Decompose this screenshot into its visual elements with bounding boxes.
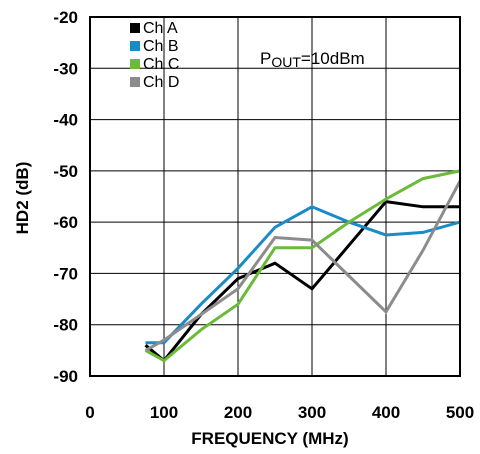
y-tick-label: -40 xyxy=(53,111,78,130)
pout-annotation-value: =10dBm xyxy=(301,49,365,68)
series-lines xyxy=(144,169,462,363)
y-axis-label: HD2 (dB) xyxy=(13,162,32,235)
pout-annotation-sub: OUT xyxy=(271,54,301,70)
x-tick-label: 400 xyxy=(372,403,400,422)
legend-label: Ch C xyxy=(143,56,179,73)
legend-label: Ch D xyxy=(143,74,179,91)
series-line-ch-c xyxy=(144,169,461,363)
x-tick-label: 500 xyxy=(446,403,474,422)
y-tick-label: -60 xyxy=(53,213,78,232)
series-line-ch-b xyxy=(145,205,461,345)
legend-swatch xyxy=(130,77,140,87)
x-axis-label: FREQUENCY (MHz) xyxy=(191,429,348,448)
x-tick-label: 0 xyxy=(85,403,94,422)
pout-annotation-p: P xyxy=(260,49,271,68)
y-tick-label: -30 xyxy=(53,59,78,78)
x-tick-label: 300 xyxy=(298,403,326,422)
x-tick-label: 200 xyxy=(224,403,252,422)
y-tick-label: -50 xyxy=(53,162,78,181)
series-line-ch-d xyxy=(144,180,462,352)
y-tick-label: -20 xyxy=(53,8,78,27)
legend-swatch xyxy=(130,59,140,69)
y-tick-label: -70 xyxy=(53,264,78,283)
legend-swatch xyxy=(130,23,140,33)
legend-swatch xyxy=(130,41,140,51)
x-tick-label: 100 xyxy=(150,403,178,422)
y-tick-label: -80 xyxy=(53,316,78,335)
y-tick-labels: -20 -30 -40 -50 -60 -70 -80 -90 xyxy=(53,8,78,386)
x-tick-labels: 0 100 200 300 400 500 xyxy=(85,403,474,422)
plot-frame xyxy=(89,16,461,377)
y-tick-label: -90 xyxy=(53,367,78,386)
legend-label: Ch B xyxy=(143,38,179,55)
legend-label: Ch A xyxy=(143,20,178,37)
legend: Ch ACh BCh CCh D xyxy=(130,20,179,91)
grid-lines xyxy=(90,17,460,376)
pout-annotation: POUT=10dBm xyxy=(260,49,365,70)
series-line-ch-a xyxy=(144,199,460,363)
